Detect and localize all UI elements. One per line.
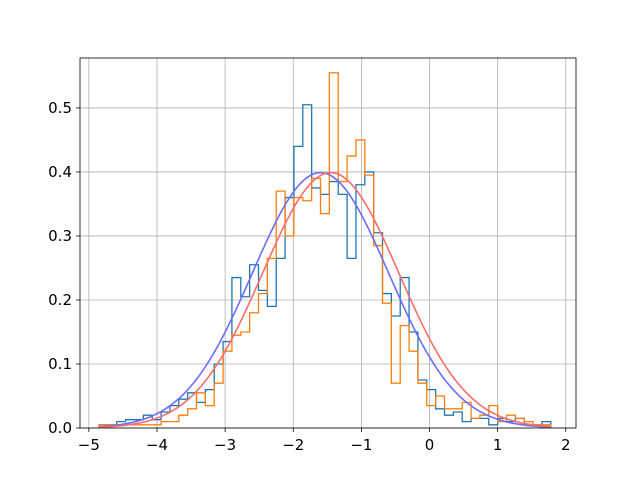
x-tick-label: 2 — [561, 436, 571, 454]
y-tick-label: 0.4 — [48, 163, 72, 181]
y-tick-label: 0.0 — [48, 419, 72, 437]
y-axis-ticks: 0.0 0.1 0.2 0.3 0.4 0.5 — [48, 99, 80, 437]
x-axis-ticks: −5 −4 −3 −2 −1 0 1 2 — [78, 428, 571, 454]
x-tick-label: −2 — [282, 436, 304, 454]
y-tick-label: 0.5 — [48, 99, 72, 117]
histogram-series-1 — [98, 72, 552, 428]
x-tick-label: −4 — [146, 436, 168, 454]
normal-pdf-curve-3 — [99, 171, 551, 429]
series-layer — [98, 72, 552, 429]
y-tick-label: 0.2 — [48, 291, 72, 309]
x-tick-label: −3 — [214, 436, 236, 454]
y-tick-label: 0.1 — [48, 355, 72, 373]
axes-frame — [79, 57, 577, 429]
x-tick-label: −5 — [78, 436, 100, 454]
y-tick-label: 0.3 — [48, 227, 72, 245]
x-tick-label: 0 — [425, 436, 435, 454]
x-tick-label: −1 — [350, 436, 372, 454]
histogram-series-0 — [98, 104, 552, 428]
grid-lines — [80, 58, 576, 429]
x-tick-label: 1 — [493, 436, 503, 454]
